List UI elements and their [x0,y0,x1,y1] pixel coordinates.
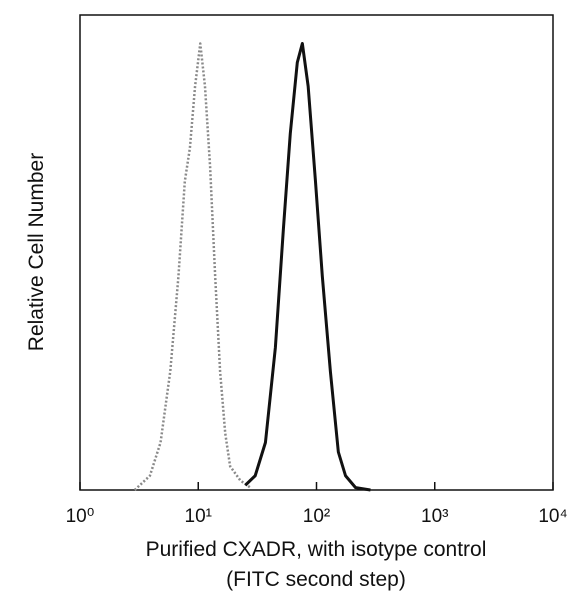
x-tick-label: 10⁰ [66,506,95,527]
x-tick-label: 10³ [421,506,448,527]
histogram-line [244,42,371,492]
x-axis-label: (FITC second step) [226,568,406,591]
histogram-line [133,42,252,491]
x-axis-label: Purified CXADR, with isotype control [146,538,487,561]
y-axis-label: Relative Cell Number [25,153,48,351]
x-tick-label: 10⁴ [538,506,567,527]
x-tick-label: 10² [303,506,330,527]
plot-frame [79,14,554,491]
x-tick-label: 10¹ [185,506,212,527]
